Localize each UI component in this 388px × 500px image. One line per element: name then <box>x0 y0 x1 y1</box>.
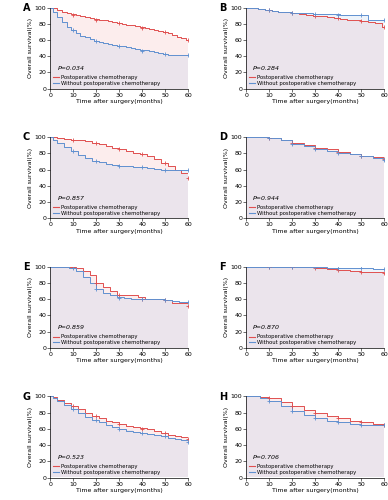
Y-axis label: Overall survival(%): Overall survival(%) <box>28 407 33 467</box>
Y-axis label: Overall survival(%): Overall survival(%) <box>224 278 229 338</box>
Text: H: H <box>219 392 227 402</box>
Text: G: G <box>23 392 31 402</box>
Text: E: E <box>23 262 29 272</box>
X-axis label: Time after surgery(months): Time after surgery(months) <box>76 488 163 493</box>
X-axis label: Time after surgery(months): Time after surgery(months) <box>272 99 359 104</box>
Text: A: A <box>23 2 30 12</box>
Text: P=0.870: P=0.870 <box>253 325 280 330</box>
Text: P=0.284: P=0.284 <box>253 66 280 71</box>
X-axis label: Time after surgery(months): Time after surgery(months) <box>76 228 163 234</box>
Text: P=0.859: P=0.859 <box>57 325 84 330</box>
X-axis label: Time after surgery(months): Time after surgery(months) <box>272 358 359 364</box>
Legend: Postoperative chemotherapy, Without postoperative chemotherapy: Postoperative chemotherapy, Without post… <box>249 334 356 345</box>
X-axis label: Time after surgery(months): Time after surgery(months) <box>76 99 163 104</box>
Y-axis label: Overall survival(%): Overall survival(%) <box>28 18 33 78</box>
Text: P=0.523: P=0.523 <box>57 455 84 460</box>
Legend: Postoperative chemotherapy, Without postoperative chemotherapy: Postoperative chemotherapy, Without post… <box>249 75 356 86</box>
Legend: Postoperative chemotherapy, Without postoperative chemotherapy: Postoperative chemotherapy, Without post… <box>53 205 160 216</box>
Text: P=0.706: P=0.706 <box>253 455 280 460</box>
X-axis label: Time after surgery(months): Time after surgery(months) <box>272 228 359 234</box>
Text: P=0.944: P=0.944 <box>253 196 280 200</box>
Legend: Postoperative chemotherapy, Without postoperative chemotherapy: Postoperative chemotherapy, Without post… <box>249 205 356 216</box>
Legend: Postoperative chemotherapy, Without postoperative chemotherapy: Postoperative chemotherapy, Without post… <box>53 75 160 86</box>
Y-axis label: Overall survival(%): Overall survival(%) <box>224 18 229 78</box>
Text: C: C <box>23 132 30 142</box>
Text: P=0.034: P=0.034 <box>57 66 84 71</box>
Text: D: D <box>219 132 227 142</box>
Legend: Postoperative chemotherapy, Without postoperative chemotherapy: Postoperative chemotherapy, Without post… <box>249 464 356 475</box>
Legend: Postoperative chemotherapy, Without postoperative chemotherapy: Postoperative chemotherapy, Without post… <box>53 464 160 475</box>
Y-axis label: Overall survival(%): Overall survival(%) <box>28 278 33 338</box>
Text: P=0.857: P=0.857 <box>57 196 84 200</box>
Text: F: F <box>219 262 225 272</box>
Text: B: B <box>219 2 226 12</box>
Y-axis label: Overall survival(%): Overall survival(%) <box>28 148 33 208</box>
X-axis label: Time after surgery(months): Time after surgery(months) <box>272 488 359 493</box>
Legend: Postoperative chemotherapy, Without postoperative chemotherapy: Postoperative chemotherapy, Without post… <box>53 334 160 345</box>
Y-axis label: Overall survival(%): Overall survival(%) <box>224 148 229 208</box>
Y-axis label: Overall survival(%): Overall survival(%) <box>224 407 229 467</box>
X-axis label: Time after surgery(months): Time after surgery(months) <box>76 358 163 364</box>
